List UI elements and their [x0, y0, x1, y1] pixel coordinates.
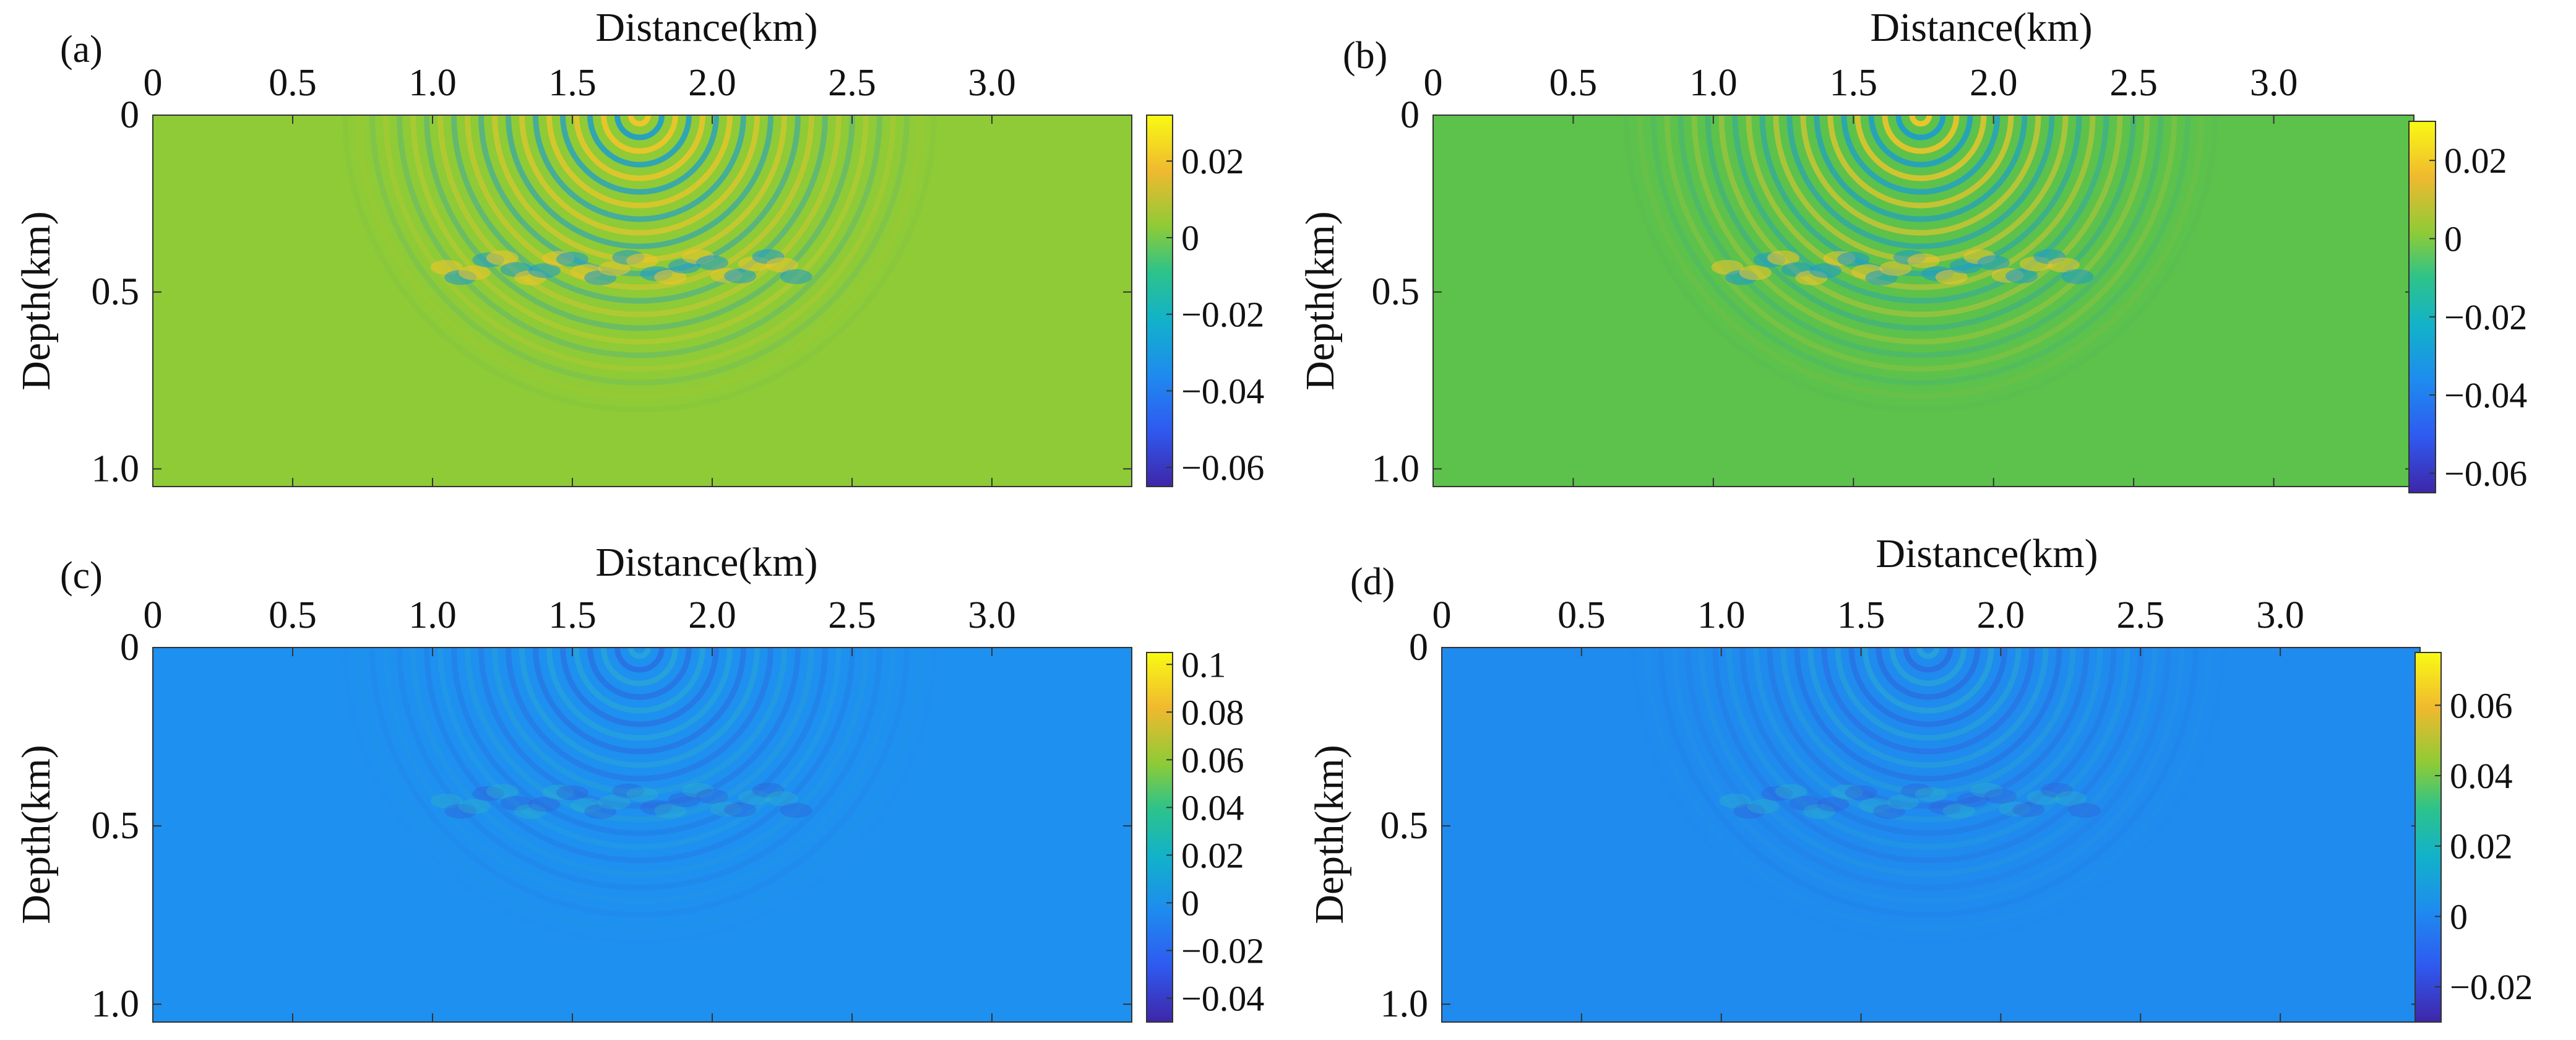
x-tick-label: 2.5	[2109, 62, 2158, 104]
y-tick-label: 1.0	[92, 448, 140, 490]
colorbar	[1146, 652, 1173, 1023]
colorbar	[2414, 652, 2442, 1023]
colorbar	[2408, 121, 2436, 493]
y-tick-label: 0	[1400, 94, 1419, 136]
colorbar-tick-label: −0.02	[1181, 295, 1264, 335]
colorbar-tick-label: 0.02	[1181, 835, 1244, 875]
colorbar-tick-label: −0.06	[1181, 448, 1264, 488]
panel-d: 0 0.5 1.0 1.5 2.0 2.5 3.0 0 0.5 1.0 Distance(km) De…	[1307, 531, 2533, 1025]
y-tick-label: 1.0	[92, 983, 140, 1025]
wavefront-rings	[1644, 648, 2212, 932]
x-tick-label: 1.0	[1689, 62, 1738, 104]
colorbar-tick-label: −0.02	[2450, 967, 2533, 1007]
x-tick-label: 1.5	[548, 594, 597, 636]
x-tick-label: 3.0	[968, 594, 1016, 636]
colorbar-tick-label: 0	[1181, 218, 1199, 258]
y-tick-label: 0	[120, 94, 139, 136]
x-tick-label: 0.5	[1549, 62, 1598, 104]
y-axis-title: Depth(km)	[14, 211, 59, 391]
x-tick-label: 2.0	[1977, 594, 2025, 636]
colorbar-tick-label: 0	[2444, 219, 2462, 259]
x-axis-title: Distance(km)	[595, 5, 817, 50]
x-axis-title: Distance(km)	[1876, 531, 2098, 576]
panel-c: 0 0.5 1.0 1.5 2.0 2.5 3.0 0 0.5 1.0 Distance(km) De…	[14, 540, 1264, 1025]
x-tick-label: 1.0	[1697, 594, 1746, 636]
panel-label: (d)	[1350, 561, 1395, 603]
x-tick-label: 0	[144, 594, 163, 636]
x-tick-label: 1.5	[548, 62, 597, 104]
panel-label: (b)	[1343, 35, 1387, 77]
x-tick-label: 3.0	[2256, 594, 2304, 636]
x-tick-label: 2.5	[828, 62, 876, 104]
y-tick-label: 0	[1409, 626, 1428, 669]
reflector-band	[1711, 249, 2094, 285]
colorbar-tick-label: 0.06	[1181, 740, 1244, 780]
x-tick-label: 0	[144, 62, 163, 104]
y-tick-label: 0.5	[1381, 805, 1429, 847]
y-tick-label: 1.0	[1372, 448, 1420, 490]
wavefield-background	[153, 648, 1132, 1022]
x-tick-label: 1.0	[408, 62, 457, 104]
colorbar-tick-label: 0.06	[2450, 685, 2513, 726]
panel-label: (a)	[60, 28, 103, 71]
x-tick-label: 3.0	[2250, 62, 2298, 104]
colorbar	[1146, 115, 1173, 487]
colorbar-tick-label: 0.04	[1181, 787, 1244, 828]
x-tick-label: 3.0	[968, 62, 1016, 104]
wavefield-background	[1442, 648, 2420, 1022]
x-tick-label: 0	[1432, 594, 1452, 636]
x-tick-label: 2.0	[1970, 62, 2018, 104]
colorbar-tick-label: −0.04	[1181, 371, 1264, 411]
y-tick-label: 0.5	[92, 271, 140, 313]
colorbar-tick-label: 0.1	[1181, 644, 1226, 685]
panel-a: 0 0.5 1.0 1.5 2.0 2.5 3.0 0 0.5 1.0 Distance(km) De…	[14, 5, 1264, 490]
x-axis-title: Distance(km)	[1870, 5, 2092, 50]
reflector-band	[1719, 782, 2101, 820]
plot-frame	[152, 115, 1132, 487]
wavefront-rings	[356, 648, 923, 932]
x-tick-label: 1.5	[1837, 594, 1885, 636]
colorbar-tick-label: −0.06	[2444, 453, 2527, 493]
y-axis-title: Depth(km)	[1298, 211, 1343, 391]
colorbar-tick-label: 0.02	[2444, 141, 2507, 181]
y-tick-label: 0.5	[1372, 271, 1420, 313]
y-axis-title: Depth(km)	[14, 745, 59, 924]
x-tick-label: 0.5	[269, 62, 317, 104]
colorbar-tick-label: −0.04	[1181, 978, 1264, 1018]
y-axis-title: Depth(km)	[1307, 745, 1352, 924]
x-tick-label: 2.0	[688, 594, 736, 636]
x-tick-label: 0.5	[1557, 594, 1606, 636]
reflector-band	[430, 782, 812, 820]
x-tick-label: 2.5	[828, 594, 876, 636]
wavefront-rings	[1637, 115, 2205, 399]
y-tick-label: 0	[120, 626, 139, 669]
x-tick-label: 0	[1424, 62, 1443, 104]
x-tick-label: 0.5	[269, 594, 317, 636]
colorbar-tick-label: 0	[2450, 896, 2468, 937]
colorbar-tick-label: 0.04	[2450, 756, 2513, 796]
x-axis-title: Distance(km)	[595, 540, 817, 585]
y-tick-label: 0.5	[92, 805, 140, 847]
reflector-band	[430, 249, 812, 285]
x-tick-label: 1.5	[1830, 62, 1878, 104]
colorbar-tick-label: 0	[1181, 883, 1199, 923]
panel-b: 0 0.5 1.0 1.5 2.0 2.5 3.0 0 0.5 1.0 Distance(km) De…	[1298, 5, 2527, 493]
x-tick-label: 2.5	[2117, 594, 2165, 636]
colorbar-tick-label: −0.02	[2444, 297, 2527, 337]
colorbar-tick-label: −0.04	[2444, 375, 2527, 415]
colorbar-tick-label: 0.02	[1181, 141, 1244, 181]
colorbar-tick-label: 0.02	[2450, 826, 2513, 867]
x-tick-label: 2.0	[688, 62, 736, 104]
panel-label: (c)	[60, 555, 103, 597]
colorbar-tick-label: 0.08	[1181, 692, 1244, 732]
x-tick-label: 1.0	[408, 594, 457, 636]
plot-frame	[152, 647, 1132, 1023]
y-tick-label: 1.0	[1381, 983, 1429, 1025]
colorbar-tick-label: −0.02	[1181, 930, 1264, 971]
